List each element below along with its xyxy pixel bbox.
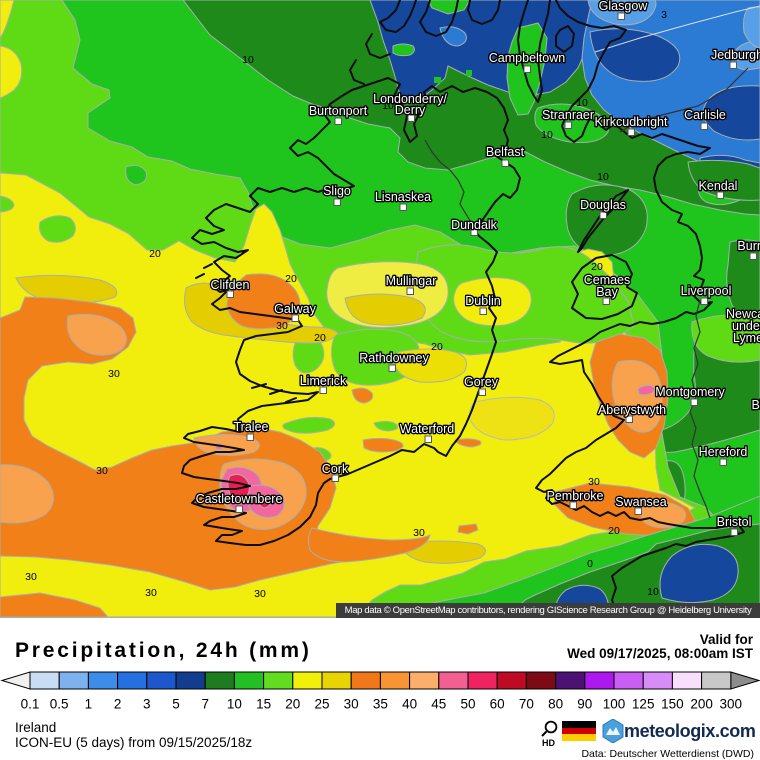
svg-text:20: 20 xyxy=(149,248,161,260)
svg-text:30: 30 xyxy=(413,527,425,539)
svg-text:90: 90 xyxy=(577,697,592,712)
svg-text:Burnl: Burnl xyxy=(737,239,760,253)
svg-text:45: 45 xyxy=(431,697,446,712)
svg-text:Bi: Bi xyxy=(751,398,760,412)
svg-text:60: 60 xyxy=(490,697,505,712)
svg-text:Campbeltown: Campbeltown xyxy=(489,51,565,65)
svg-text:Londonderry/: Londonderry/ xyxy=(373,92,447,106)
svg-text:30: 30 xyxy=(145,587,157,599)
svg-text:Carlisle: Carlisle xyxy=(684,108,726,122)
svg-text:Hereford: Hereford xyxy=(699,445,748,459)
svg-text:Cork: Cork xyxy=(322,462,349,476)
svg-text:Kendal: Kendal xyxy=(699,179,738,193)
svg-text:Bay: Bay xyxy=(596,285,618,299)
svg-text:Aberystwyth: Aberystwyth xyxy=(598,403,666,417)
svg-text:Tralee: Tralee xyxy=(234,420,269,434)
svg-text:3: 3 xyxy=(143,697,151,712)
svg-text:Bristol: Bristol xyxy=(717,515,752,529)
svg-text:Lisnaskea: Lisnaskea xyxy=(375,190,431,204)
svg-text:Kirkcudbright: Kirkcudbright xyxy=(595,115,668,129)
svg-text:Gorey: Gorey xyxy=(464,375,499,389)
svg-text:20: 20 xyxy=(591,261,603,273)
svg-text:Swansea: Swansea xyxy=(615,495,666,509)
svg-text:Montgomery: Montgomery xyxy=(655,385,725,399)
svg-text:30: 30 xyxy=(108,368,120,380)
svg-text:20: 20 xyxy=(314,332,326,344)
svg-text:30: 30 xyxy=(276,320,288,332)
svg-text:20: 20 xyxy=(608,525,620,537)
svg-text:10: 10 xyxy=(541,129,553,141)
svg-text:15: 15 xyxy=(256,697,271,712)
svg-text:10: 10 xyxy=(647,586,659,598)
svg-text:125: 125 xyxy=(632,697,655,712)
svg-text:40: 40 xyxy=(402,697,417,712)
svg-text:Galway: Galway xyxy=(274,302,316,316)
svg-text:Dublin: Dublin xyxy=(465,294,500,308)
svg-text:Cemaes: Cemaes xyxy=(584,273,631,287)
svg-text:5: 5 xyxy=(172,697,180,712)
svg-text:10: 10 xyxy=(242,54,254,66)
svg-text:Burtonport: Burtonport xyxy=(309,104,368,118)
svg-text:Pembroke: Pembroke xyxy=(547,489,604,503)
svg-text:Castletownbere: Castletownbere xyxy=(196,492,283,506)
svg-text:0: 0 xyxy=(587,558,593,570)
svg-text:7: 7 xyxy=(201,697,209,712)
svg-text:Clifden: Clifden xyxy=(211,278,250,292)
svg-text:100: 100 xyxy=(603,697,626,712)
svg-text:20: 20 xyxy=(285,273,297,285)
svg-text:Derry: Derry xyxy=(395,103,426,117)
svg-text:Waterford: Waterford xyxy=(400,422,454,436)
svg-text:25: 25 xyxy=(314,697,329,712)
svg-text:Sligo: Sligo xyxy=(323,184,351,198)
svg-text:10: 10 xyxy=(576,97,588,109)
svg-text:Newcast: Newcast xyxy=(726,307,760,321)
svg-text:Glasgow: Glasgow xyxy=(599,0,649,13)
svg-text:30: 30 xyxy=(25,571,37,583)
svg-text:2: 2 xyxy=(114,697,122,712)
svg-text:20: 20 xyxy=(285,697,300,712)
svg-text:200: 200 xyxy=(690,697,713,712)
svg-text:3: 3 xyxy=(661,9,667,21)
svg-text:Dundalk: Dundalk xyxy=(451,218,498,232)
svg-text:300: 300 xyxy=(720,697,743,712)
svg-text:150: 150 xyxy=(661,697,684,712)
svg-text:Stranraer: Stranraer xyxy=(542,108,594,122)
svg-text:0.1: 0.1 xyxy=(21,697,40,712)
svg-text:10: 10 xyxy=(382,100,394,112)
svg-text:10: 10 xyxy=(227,697,242,712)
svg-text:Mullingar: Mullingar xyxy=(386,274,437,288)
svg-text:50: 50 xyxy=(460,697,475,712)
svg-text:1: 1 xyxy=(85,697,93,712)
svg-text:30: 30 xyxy=(588,476,600,488)
svg-text:80: 80 xyxy=(548,697,563,712)
svg-text:30: 30 xyxy=(96,465,108,477)
svg-text:HD: HD xyxy=(542,738,555,747)
svg-text:Douglas: Douglas xyxy=(580,198,626,212)
svg-text:20: 20 xyxy=(431,341,443,353)
svg-text:Lyme: Lyme xyxy=(733,331,760,345)
svg-text:under: under xyxy=(732,319,760,333)
svg-text:10: 10 xyxy=(597,171,609,183)
svg-text:Belfast: Belfast xyxy=(486,145,525,159)
svg-text:Limerick: Limerick xyxy=(300,374,347,388)
svg-text:35: 35 xyxy=(373,697,388,712)
svg-text:Jedburgh: Jedburgh xyxy=(711,48,760,62)
svg-text:Rathdowney: Rathdowney xyxy=(359,351,429,365)
svg-text:0.5: 0.5 xyxy=(50,697,69,712)
svg-text:Liverpool: Liverpool xyxy=(681,284,732,298)
svg-text:30: 30 xyxy=(344,697,359,712)
svg-text:30: 30 xyxy=(254,588,266,600)
svg-text:70: 70 xyxy=(519,697,534,712)
